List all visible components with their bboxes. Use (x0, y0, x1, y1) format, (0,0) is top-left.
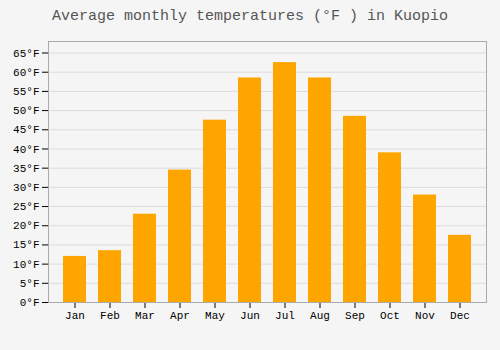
svg-text:Jun: Jun (240, 310, 260, 322)
svg-text:Oct: Oct (380, 310, 400, 322)
svg-text:Apr: Apr (170, 310, 190, 322)
svg-text:50°F: 50°F (13, 105, 39, 117)
svg-text:45°F: 45°F (13, 124, 39, 136)
svg-text:Feb: Feb (100, 310, 120, 322)
svg-text:40°F: 40°F (13, 143, 39, 155)
svg-text:Sep: Sep (345, 310, 365, 322)
svg-text:35°F: 35°F (13, 163, 39, 175)
svg-text:25°F: 25°F (13, 201, 39, 213)
svg-text:0°F: 0°F (20, 297, 40, 309)
svg-text:Jul: Jul (275, 310, 295, 322)
svg-text:65°F: 65°F (13, 48, 39, 60)
svg-text:Dec: Dec (450, 310, 470, 322)
html-text:Average monthly temperatures (: Average monthly temperatures (°F ) in Ku… (52, 8, 448, 25)
svg-text:Aug: Aug (310, 310, 330, 322)
svg-text:Jan: Jan (65, 310, 85, 322)
svg-text:15°F: 15°F (13, 239, 39, 251)
svg-text:55°F: 55°F (13, 86, 39, 98)
svg-text:10°F: 10°F (13, 259, 39, 271)
svg-text:5°F: 5°F (20, 278, 40, 290)
svg-text:Mar: Mar (135, 310, 155, 322)
svg-text:60°F: 60°F (13, 67, 39, 79)
svg-text:20°F: 20°F (13, 220, 39, 232)
svg-text:Nov: Nov (415, 310, 435, 322)
svg-text:May: May (205, 310, 225, 322)
svg-text:30°F: 30°F (13, 182, 39, 194)
